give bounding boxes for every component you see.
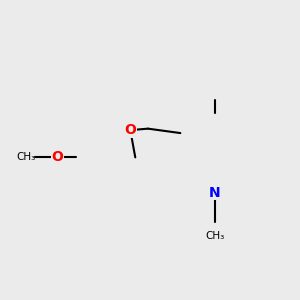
Text: O: O: [51, 150, 63, 164]
Text: CH₃: CH₃: [16, 152, 35, 162]
Text: CH₃: CH₃: [205, 231, 224, 241]
Text: N: N: [209, 186, 220, 200]
Text: O: O: [124, 123, 136, 137]
